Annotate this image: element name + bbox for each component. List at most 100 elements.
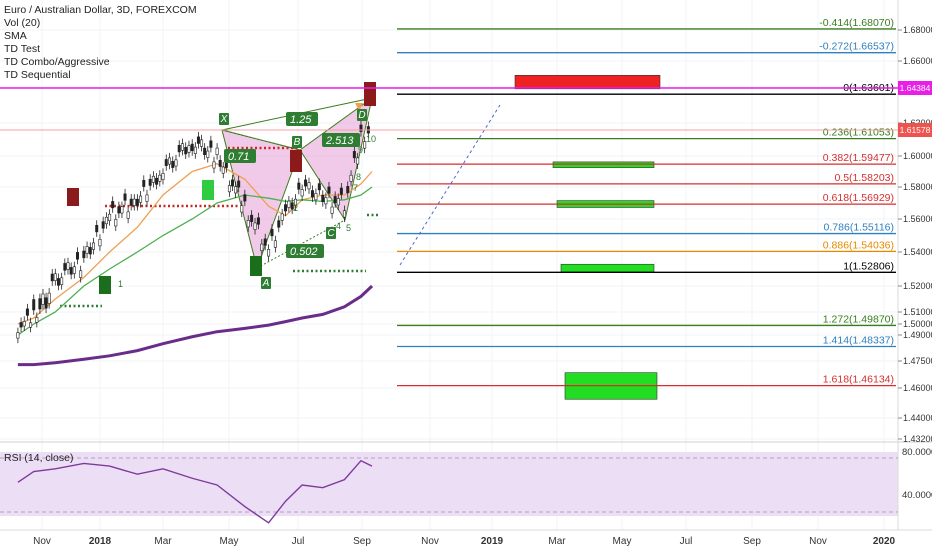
target-zone bbox=[514, 75, 661, 90]
price-tick-label: 1.50000 bbox=[903, 319, 932, 329]
candle-body bbox=[336, 198, 340, 206]
candle-body bbox=[32, 299, 36, 311]
candle-body bbox=[317, 183, 321, 191]
candle-body bbox=[139, 195, 143, 203]
pattern-point-box bbox=[357, 109, 367, 121]
price-tick-label: 1.44000 bbox=[903, 413, 932, 423]
candle-body bbox=[41, 293, 45, 305]
candle-body bbox=[177, 144, 181, 153]
td-count-label: 9 bbox=[358, 145, 363, 155]
indicator-sma[interactable]: SMA bbox=[4, 30, 27, 42]
candle-body bbox=[82, 250, 86, 259]
candle-body bbox=[180, 143, 184, 151]
rsi-tick-40: 40.0000 bbox=[902, 490, 932, 501]
fib-label: 0.382(1.59477) bbox=[823, 152, 894, 164]
pattern-point-label: D bbox=[358, 110, 365, 121]
price-tick-label: 1.60000 bbox=[903, 151, 932, 161]
price-tick-label: 1.56000 bbox=[903, 214, 932, 224]
candle-body bbox=[16, 332, 20, 339]
candle-body bbox=[187, 145, 191, 153]
price-axis: 1.680001.660001.640001.620001.600001.580… bbox=[898, 25, 932, 444]
candle-body bbox=[79, 270, 83, 278]
candle-body bbox=[209, 140, 213, 148]
candle-body bbox=[19, 322, 23, 328]
candle-body bbox=[56, 278, 60, 286]
candle-body bbox=[273, 240, 277, 248]
indicator-td-combo[interactable]: TD Combo/Aggressive bbox=[4, 56, 110, 68]
symbol-title[interactable]: Euro / Australian Dollar, 3D, FOREXCOM bbox=[4, 4, 197, 16]
candle-body bbox=[297, 182, 301, 190]
ratio-box bbox=[224, 149, 256, 163]
candle-body bbox=[193, 146, 197, 154]
indicator-td-test[interactable]: TD Test bbox=[4, 43, 40, 55]
rsi-band bbox=[0, 452, 898, 516]
candle-body bbox=[145, 194, 149, 202]
td-buy-marker bbox=[99, 276, 111, 294]
fib-label: 0.236(1.61053) bbox=[823, 127, 894, 139]
candle-body bbox=[66, 262, 70, 270]
time-tick-label: Sep bbox=[353, 536, 371, 547]
candle-body bbox=[142, 180, 146, 187]
fib-label: 1.414(1.48337) bbox=[823, 334, 894, 346]
time-tick-label: Nov bbox=[33, 536, 51, 547]
projection-dashed-line bbox=[399, 104, 501, 266]
candle-body bbox=[250, 214, 254, 222]
time-tick-label: 2018 bbox=[89, 536, 112, 547]
candle-body bbox=[92, 242, 96, 250]
candle-body bbox=[206, 150, 210, 158]
candle-body bbox=[363, 141, 367, 149]
candle-body bbox=[218, 159, 222, 167]
candle-body bbox=[321, 195, 325, 203]
candle-body bbox=[227, 185, 231, 193]
indicator-vol[interactable]: Vol (20) bbox=[4, 17, 41, 29]
candle-body bbox=[263, 238, 267, 246]
candle-body bbox=[307, 182, 311, 190]
fib-label: 0.5(1.58203) bbox=[834, 172, 894, 184]
candle-body bbox=[22, 321, 26, 327]
candle-body bbox=[101, 221, 105, 229]
pattern-xb-line bbox=[221, 129, 301, 151]
fib-label: 1(1.52806) bbox=[843, 260, 894, 272]
pattern-point-label: X bbox=[220, 114, 228, 125]
candle-body bbox=[240, 205, 244, 213]
candle-body bbox=[270, 228, 274, 237]
candle-body bbox=[314, 193, 318, 201]
pattern-point-label: A bbox=[262, 278, 270, 289]
candle-body bbox=[129, 198, 133, 206]
candle-body bbox=[63, 263, 67, 271]
time-tick-label: 2019 bbox=[481, 536, 504, 547]
price-tick-label: 1.66000 bbox=[903, 56, 932, 66]
candle-body bbox=[190, 143, 194, 152]
indicator-td-sequential[interactable]: TD Sequential bbox=[4, 69, 71, 81]
candle-body bbox=[164, 159, 168, 166]
td-count-label: 5 bbox=[346, 223, 351, 233]
candle-body bbox=[25, 308, 29, 316]
candle-body bbox=[50, 273, 54, 282]
td-combo-marker bbox=[202, 180, 214, 200]
fib-label: -0.414(1.68070) bbox=[819, 17, 894, 29]
candle-body bbox=[88, 247, 92, 255]
td-sell-marker-2 bbox=[290, 150, 302, 172]
price-series bbox=[16, 119, 370, 344]
candle-body bbox=[75, 252, 79, 260]
candle-body bbox=[339, 187, 343, 195]
moving-average-line bbox=[17, 163, 373, 325]
price-tick-label: 1.68000 bbox=[903, 25, 932, 35]
ratio-label: 1.25 bbox=[290, 114, 312, 126]
target-zone bbox=[560, 263, 655, 273]
fib-label: 1.618(1.46134) bbox=[823, 374, 894, 386]
ratio-label: 0.71 bbox=[228, 151, 249, 163]
candle-body bbox=[200, 139, 204, 147]
candle-body bbox=[349, 174, 353, 182]
candle-body bbox=[47, 292, 51, 304]
candle-body bbox=[98, 238, 102, 247]
pattern-point-label: B bbox=[294, 137, 301, 148]
target-zones bbox=[514, 75, 661, 400]
moving-average-line bbox=[17, 186, 373, 336]
candle-body bbox=[280, 213, 284, 221]
td-count-label: 8 bbox=[356, 172, 361, 182]
price-tick-label: 1.43200 bbox=[903, 434, 932, 444]
td-count-label: 10 bbox=[366, 134, 376, 144]
